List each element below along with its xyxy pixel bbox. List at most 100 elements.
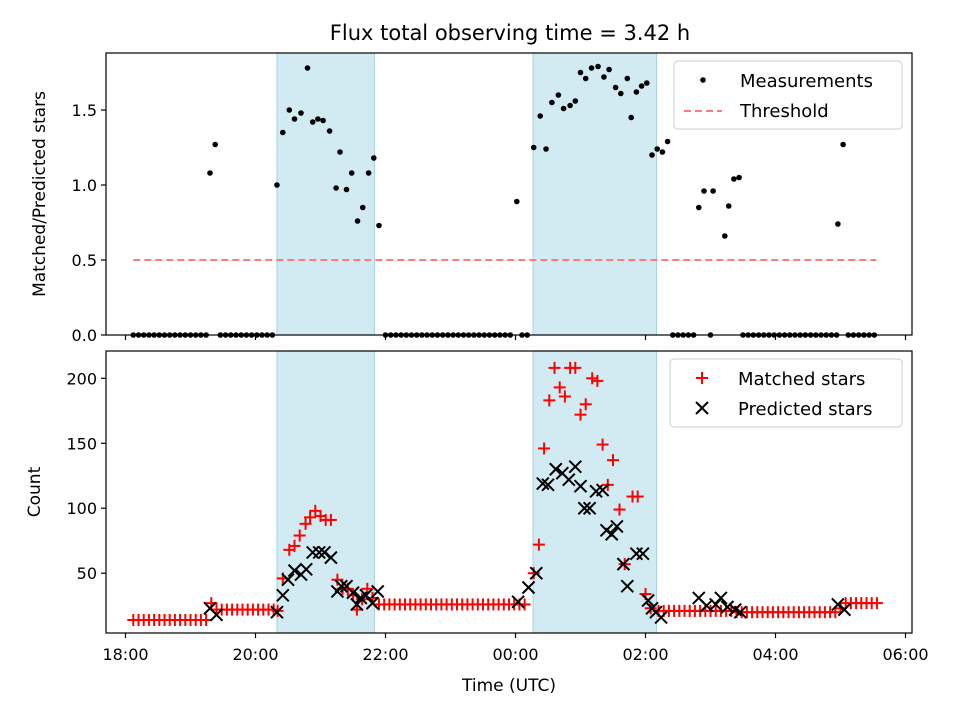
measurement-point xyxy=(354,218,361,224)
matched-star-point xyxy=(288,539,301,552)
y-tick-label: 0.0 xyxy=(72,326,97,345)
shaded-span xyxy=(276,350,375,634)
predicted-star-point xyxy=(521,580,536,595)
measurement-point xyxy=(624,75,631,82)
matched-star-point xyxy=(543,394,556,407)
measurement-point xyxy=(659,149,666,155)
measurement-point xyxy=(549,99,555,106)
y-tick-label: 200 xyxy=(66,369,97,388)
x-tick-label: 06:00 xyxy=(882,645,928,664)
measurement-point xyxy=(736,174,742,181)
matched-star-point xyxy=(569,361,582,374)
x-tick-label: 04:00 xyxy=(752,645,798,664)
measurement-point xyxy=(572,98,579,104)
measurement-point xyxy=(320,117,326,124)
predicted-star-point xyxy=(511,595,525,609)
top-legend-box xyxy=(673,60,903,130)
predicted-star-point xyxy=(299,562,313,577)
x-tick-label: 02:00 xyxy=(622,645,668,664)
bottom-y-axis-label: Count xyxy=(25,466,45,517)
measurement-point xyxy=(618,90,624,97)
measurement-point xyxy=(537,113,543,119)
top-x-ticks xyxy=(124,335,907,340)
matched-star-point xyxy=(293,529,306,542)
x-tick-label: 20:00 xyxy=(232,645,278,664)
predicted-star-point xyxy=(324,550,338,565)
count-points xyxy=(127,361,883,627)
measurement-point xyxy=(337,149,343,155)
matched-star-point xyxy=(299,517,312,530)
predicted-star-point xyxy=(568,459,583,474)
bottom-shaded-spans xyxy=(276,350,658,634)
matched-star-point xyxy=(613,503,626,516)
measurement-point xyxy=(359,204,366,211)
measurement-point xyxy=(376,222,382,229)
measurement-point xyxy=(612,84,619,91)
predicted-star-point xyxy=(562,472,576,487)
y-tick-label: 1.5 xyxy=(72,101,97,120)
predicted-star-point xyxy=(365,596,380,610)
top-y-ticks: 0.0 0.5 1.0 1.5 xyxy=(72,101,106,345)
bottom-legend-box xyxy=(669,358,903,428)
predicted-star-point xyxy=(281,573,295,587)
measurement-point xyxy=(326,128,333,134)
legend-label-predicted-stars: Predicted stars xyxy=(738,399,872,420)
measurement-point xyxy=(638,83,645,89)
predicted-star-point xyxy=(610,519,624,534)
x-tick-label: 18:00 xyxy=(102,645,148,664)
measurement-point xyxy=(725,203,732,209)
legend-marker-predicted-stars xyxy=(695,401,709,415)
measurement-point xyxy=(628,114,634,121)
matched-star-point xyxy=(596,438,609,451)
shaded-span xyxy=(532,52,658,336)
predicted-star-point xyxy=(312,545,326,560)
top-axes-frame xyxy=(105,52,913,336)
predicted-star-point xyxy=(549,462,563,476)
measurement-point xyxy=(348,170,355,176)
legend-label-measurements: Measurements xyxy=(740,71,873,92)
matched-star-point xyxy=(607,454,619,467)
matched-star-point xyxy=(870,597,883,610)
matched-star-point xyxy=(304,511,317,524)
measurement-point xyxy=(343,186,350,193)
bottom-y-ticks: 50 100 150 200 xyxy=(66,369,106,583)
measurement-point xyxy=(710,188,716,194)
measurement-point xyxy=(840,141,846,148)
predicted-star-point xyxy=(620,579,635,593)
measurement-point xyxy=(649,152,655,158)
measurement-point xyxy=(298,110,304,116)
predicted-star-point xyxy=(529,566,544,580)
y-tick-label: 100 xyxy=(66,499,97,518)
measurement-point xyxy=(514,198,520,205)
measurement-point xyxy=(664,138,671,145)
predicted-star-point xyxy=(733,605,748,619)
matched-star-point xyxy=(591,374,604,387)
legend-label-matched-stars: Matched stars xyxy=(738,369,865,390)
chart-title: Flux total observing time = 3.42 h xyxy=(330,21,690,45)
measurement-point xyxy=(601,74,607,80)
predicted-star-point xyxy=(616,557,631,571)
matched-star-point xyxy=(579,398,592,411)
y-tick-label: 150 xyxy=(66,434,97,453)
predicted-star-point xyxy=(577,501,592,515)
measurement-point xyxy=(274,182,280,188)
measurement-point xyxy=(530,144,537,151)
measurement-point xyxy=(333,185,339,191)
matched-star-point xyxy=(538,442,551,455)
measurement-point xyxy=(304,65,311,71)
measurement-point xyxy=(606,66,612,73)
predicted-star-point xyxy=(604,527,619,541)
matched-star-point xyxy=(586,372,599,385)
measurement-point xyxy=(212,141,218,148)
measurement-point xyxy=(633,89,640,95)
matched-star-point xyxy=(553,381,566,394)
measurement-point xyxy=(365,170,372,176)
bottom-axes-frame xyxy=(105,350,913,634)
measurement-point xyxy=(654,146,660,152)
measurement-point xyxy=(560,105,567,112)
shaded-span xyxy=(276,52,375,336)
bottom-legend: Matched stars Predicted stars xyxy=(669,358,903,428)
x-tick-label: 22:00 xyxy=(362,645,408,664)
top-legend: Measurements Threshold xyxy=(673,60,903,130)
top-y-axis-label: Matched/Predicted stars xyxy=(30,91,50,297)
